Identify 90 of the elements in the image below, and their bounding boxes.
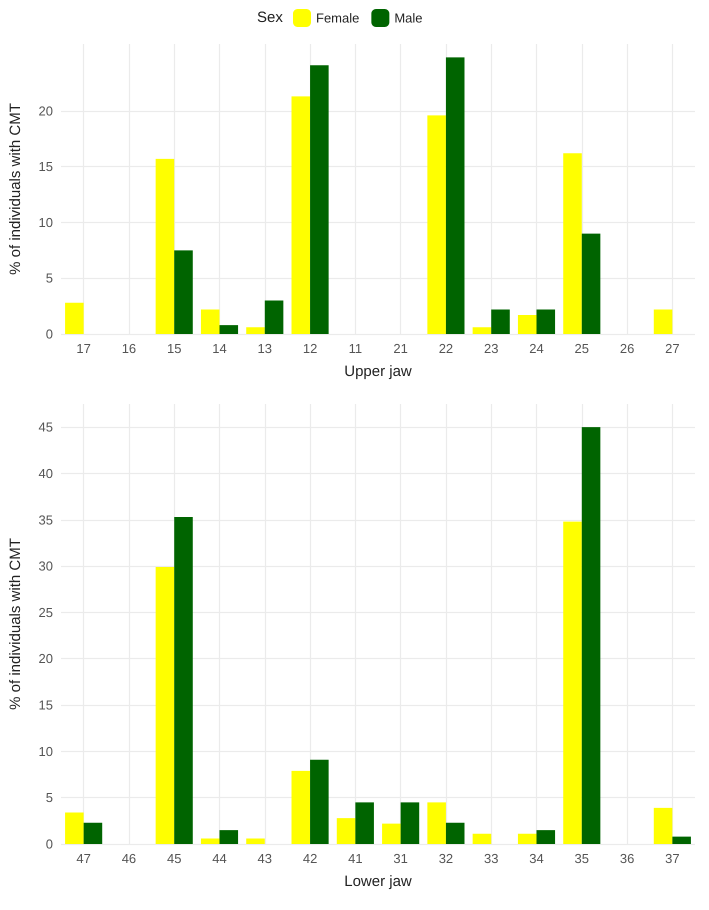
bar bbox=[536, 309, 556, 334]
bar bbox=[65, 812, 84, 844]
x-tick-label: 44 bbox=[212, 851, 227, 866]
bar bbox=[292, 770, 310, 844]
legend-label: Female bbox=[316, 10, 360, 26]
x-tick-label: 16 bbox=[122, 341, 136, 356]
x-tick-label: 42 bbox=[302, 851, 318, 866]
bar bbox=[427, 115, 446, 334]
x-tick-label: 14 bbox=[212, 341, 227, 356]
bar bbox=[174, 517, 193, 844]
bar bbox=[156, 158, 174, 334]
bar bbox=[292, 96, 310, 334]
y-tick-label: 10 bbox=[38, 214, 53, 230]
bar bbox=[200, 309, 220, 334]
bar bbox=[518, 315, 536, 334]
y-tick-label: 20 bbox=[38, 651, 53, 666]
bar bbox=[582, 234, 600, 334]
x-axis-title: Upper jaw bbox=[344, 363, 412, 380]
bar bbox=[156, 567, 174, 844]
bar bbox=[536, 830, 556, 844]
x-tick-label: 31 bbox=[393, 851, 408, 866]
x-tick-label: 17 bbox=[76, 341, 91, 356]
x-tick-label: 45 bbox=[166, 851, 182, 866]
bar bbox=[654, 309, 672, 334]
x-tick-label: 43 bbox=[258, 851, 272, 866]
y-tick-label: 40 bbox=[38, 466, 53, 481]
y-tick-label: 25 bbox=[38, 604, 53, 620]
bar bbox=[400, 802, 420, 844]
x-tick-label: 37 bbox=[665, 851, 680, 866]
y-tick-label: 20 bbox=[38, 103, 53, 118]
bar bbox=[518, 834, 536, 844]
y-axis-title: % of individuals with CMT bbox=[7, 538, 24, 710]
x-axis-title: Lower jaw bbox=[344, 873, 412, 890]
x-tick-label: 25 bbox=[574, 341, 590, 356]
y-tick-label: 45 bbox=[38, 420, 53, 435]
bar bbox=[355, 802, 374, 844]
bar bbox=[491, 309, 510, 334]
bar bbox=[563, 522, 582, 844]
bar bbox=[220, 830, 238, 844]
bar bbox=[472, 327, 492, 334]
bar bbox=[336, 818, 356, 844]
bar bbox=[310, 65, 329, 334]
x-tick-label: 32 bbox=[438, 851, 454, 866]
bar bbox=[654, 808, 672, 844]
bar bbox=[563, 153, 582, 334]
legend-label: Male bbox=[394, 10, 423, 26]
x-tick-label: 24 bbox=[529, 341, 544, 356]
bar bbox=[382, 824, 401, 844]
y-tick-label: 30 bbox=[38, 558, 53, 574]
bar bbox=[65, 302, 84, 334]
x-tick-label: 34 bbox=[529, 851, 544, 866]
x-tick-label: 36 bbox=[620, 851, 634, 866]
bar bbox=[264, 300, 284, 334]
y-tick-label: 5 bbox=[46, 790, 53, 806]
bar bbox=[174, 250, 193, 334]
bar bbox=[427, 802, 446, 844]
x-tick-label: 26 bbox=[620, 341, 634, 356]
y-tick-label: 35 bbox=[38, 512, 53, 528]
y-tick-label: 0 bbox=[46, 326, 53, 342]
bar bbox=[310, 760, 329, 844]
x-tick-label: 11 bbox=[348, 341, 362, 356]
x-tick-label: 35 bbox=[574, 851, 590, 866]
bar bbox=[672, 836, 691, 844]
bar bbox=[472, 834, 492, 844]
y-tick-label: 0 bbox=[46, 836, 53, 852]
bar bbox=[84, 822, 102, 844]
x-tick-label: 46 bbox=[122, 851, 136, 866]
x-tick-label: 27 bbox=[665, 341, 680, 356]
bar bbox=[246, 838, 265, 844]
x-tick-label: 21 bbox=[393, 341, 408, 356]
bar bbox=[446, 57, 464, 334]
x-tick-label: 15 bbox=[166, 341, 182, 356]
y-tick-label: 15 bbox=[38, 698, 53, 713]
bar bbox=[220, 325, 238, 334]
y-axis-title: % of individuals with CMT bbox=[7, 103, 24, 275]
x-tick-label: 23 bbox=[484, 341, 498, 356]
x-tick-label: 13 bbox=[258, 341, 272, 356]
y-tick-label: 15 bbox=[38, 159, 53, 174]
x-tick-label: 41 bbox=[348, 851, 363, 866]
x-tick-label: 47 bbox=[76, 851, 91, 866]
y-tick-label: 10 bbox=[38, 744, 53, 759]
bar bbox=[446, 822, 464, 844]
bar bbox=[582, 427, 600, 844]
bar bbox=[246, 327, 265, 334]
x-tick-label: 33 bbox=[484, 851, 498, 866]
y-tick-label: 5 bbox=[46, 270, 53, 286]
bar bbox=[200, 838, 220, 844]
x-tick-label: 12 bbox=[302, 341, 318, 356]
x-tick-label: 22 bbox=[438, 341, 454, 356]
legend-title: Sex bbox=[257, 9, 284, 26]
